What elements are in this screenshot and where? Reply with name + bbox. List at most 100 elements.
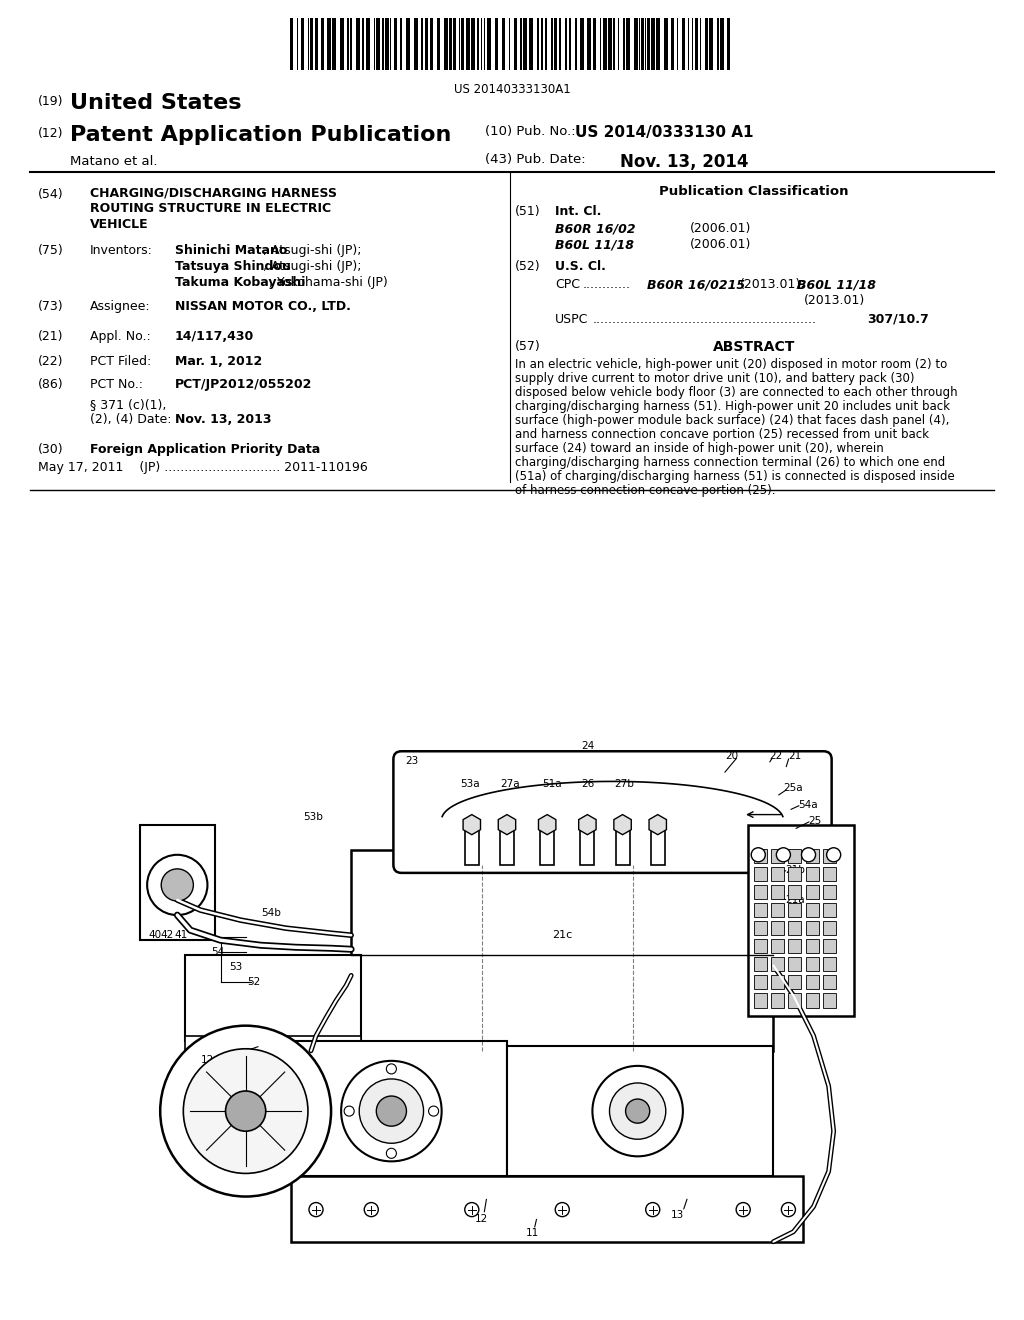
Text: (52): (52)	[515, 260, 541, 273]
Circle shape	[593, 1065, 683, 1156]
Bar	[569, 18, 571, 70]
Bar	[301, 18, 304, 70]
Text: (19): (19)	[38, 95, 63, 108]
Bar	[822, 994, 836, 1007]
Bar	[664, 18, 668, 70]
Bar	[406, 18, 410, 70]
Circle shape	[183, 1049, 308, 1173]
Bar	[444, 18, 449, 70]
Circle shape	[752, 847, 765, 862]
Bar	[788, 884, 802, 899]
Bar	[421, 18, 423, 70]
Text: , Yokohama-shi (JP): , Yokohama-shi (JP)	[268, 276, 387, 289]
Text: USPC: USPC	[555, 313, 589, 326]
Bar	[788, 940, 802, 953]
Bar	[529, 18, 534, 70]
Text: B60R 16/0215: B60R 16/0215	[647, 279, 745, 290]
Bar	[822, 867, 836, 880]
Text: 12a: 12a	[201, 1055, 220, 1065]
Bar	[788, 994, 802, 1007]
Bar	[477, 18, 479, 70]
Bar	[290, 18, 293, 70]
Text: 23: 23	[406, 756, 419, 767]
Text: (2006.01): (2006.01)	[690, 222, 752, 235]
Text: U.S. Cl.: U.S. Cl.	[555, 260, 606, 273]
Bar	[608, 18, 612, 70]
Text: (30): (30)	[38, 444, 63, 455]
Bar	[347, 18, 349, 70]
Bar	[310, 18, 313, 70]
Circle shape	[826, 847, 841, 862]
Bar	[647, 18, 650, 70]
Bar	[705, 18, 708, 70]
Bar	[507, 1045, 773, 1176]
Bar	[430, 18, 433, 70]
Text: (73): (73)	[38, 300, 63, 313]
Bar	[400, 18, 402, 70]
Circle shape	[365, 1203, 378, 1217]
Bar	[806, 994, 818, 1007]
Text: and harness connection concave portion (25) recessed from unit back: and harness connection concave portion (…	[515, 428, 929, 441]
Bar	[806, 921, 818, 935]
Text: PCT No.:: PCT No.:	[90, 378, 143, 391]
Bar	[806, 975, 818, 990]
Text: supply drive current to motor drive unit (10), and battery pack (30): supply drive current to motor drive unit…	[515, 372, 914, 385]
Text: ........................................................: ........................................…	[593, 313, 817, 326]
Text: 13: 13	[671, 1209, 684, 1220]
Bar	[453, 18, 456, 70]
Bar	[376, 18, 380, 70]
Text: (51a) of charging/discharging harness (51) is connected is disposed inside: (51a) of charging/discharging harness (5…	[515, 470, 954, 483]
Bar	[749, 825, 854, 1015]
Circle shape	[359, 1078, 424, 1143]
Bar	[771, 940, 784, 953]
Bar	[822, 903, 836, 917]
Bar	[593, 18, 596, 70]
Text: 51a: 51a	[543, 779, 562, 789]
Bar	[755, 994, 767, 1007]
Bar	[545, 18, 547, 70]
Bar	[806, 903, 818, 917]
Bar	[788, 957, 802, 972]
Bar	[788, 849, 802, 863]
Bar	[788, 921, 802, 935]
Bar	[437, 18, 440, 70]
Text: (21): (21)	[38, 330, 63, 343]
Text: 11: 11	[525, 1228, 539, 1238]
Text: (22): (22)	[38, 355, 63, 368]
Text: PCT/JP2012/055202: PCT/JP2012/055202	[175, 378, 312, 391]
Text: (43) Pub. Date:: (43) Pub. Date:	[485, 153, 586, 166]
Text: B60R 16/02: B60R 16/02	[555, 222, 636, 235]
Bar	[540, 826, 554, 865]
Text: (75): (75)	[38, 244, 63, 257]
Bar	[425, 18, 428, 70]
Text: B60L 11/18: B60L 11/18	[797, 279, 876, 290]
Text: 42: 42	[160, 931, 173, 940]
Text: Takuma Kobayashi: Takuma Kobayashi	[175, 276, 305, 289]
Text: B60L 11/18: B60L 11/18	[555, 238, 634, 251]
Text: 10: 10	[187, 1096, 201, 1106]
Bar	[755, 921, 767, 935]
Text: US 20140333130A1: US 20140333130A1	[454, 83, 570, 96]
Bar	[495, 18, 498, 70]
Text: 24: 24	[581, 742, 594, 751]
Text: NISSAN MOTOR CO., LTD.: NISSAN MOTOR CO., LTD.	[175, 300, 351, 313]
Text: United States: United States	[70, 92, 242, 114]
Bar	[575, 18, 577, 70]
Text: , Atsugi-shi (JP);: , Atsugi-shi (JP);	[263, 244, 361, 257]
Bar	[140, 825, 215, 940]
Text: Appl. No.:: Appl. No.:	[90, 330, 151, 343]
Circle shape	[626, 1100, 649, 1123]
Text: 53a: 53a	[460, 779, 479, 789]
Text: CHARGING/DISCHARGING HARNESS: CHARGING/DISCHARGING HARNESS	[90, 186, 337, 199]
Bar	[641, 18, 644, 70]
Bar	[581, 826, 594, 865]
Circle shape	[781, 1203, 796, 1217]
Text: 26: 26	[581, 779, 594, 789]
Text: (57): (57)	[515, 341, 541, 352]
Bar	[755, 884, 767, 899]
Bar	[500, 826, 514, 865]
Bar	[603, 18, 607, 70]
Text: ............: ............	[583, 279, 631, 290]
Text: Nov. 13, 2014: Nov. 13, 2014	[620, 153, 749, 172]
Bar	[291, 1040, 507, 1176]
